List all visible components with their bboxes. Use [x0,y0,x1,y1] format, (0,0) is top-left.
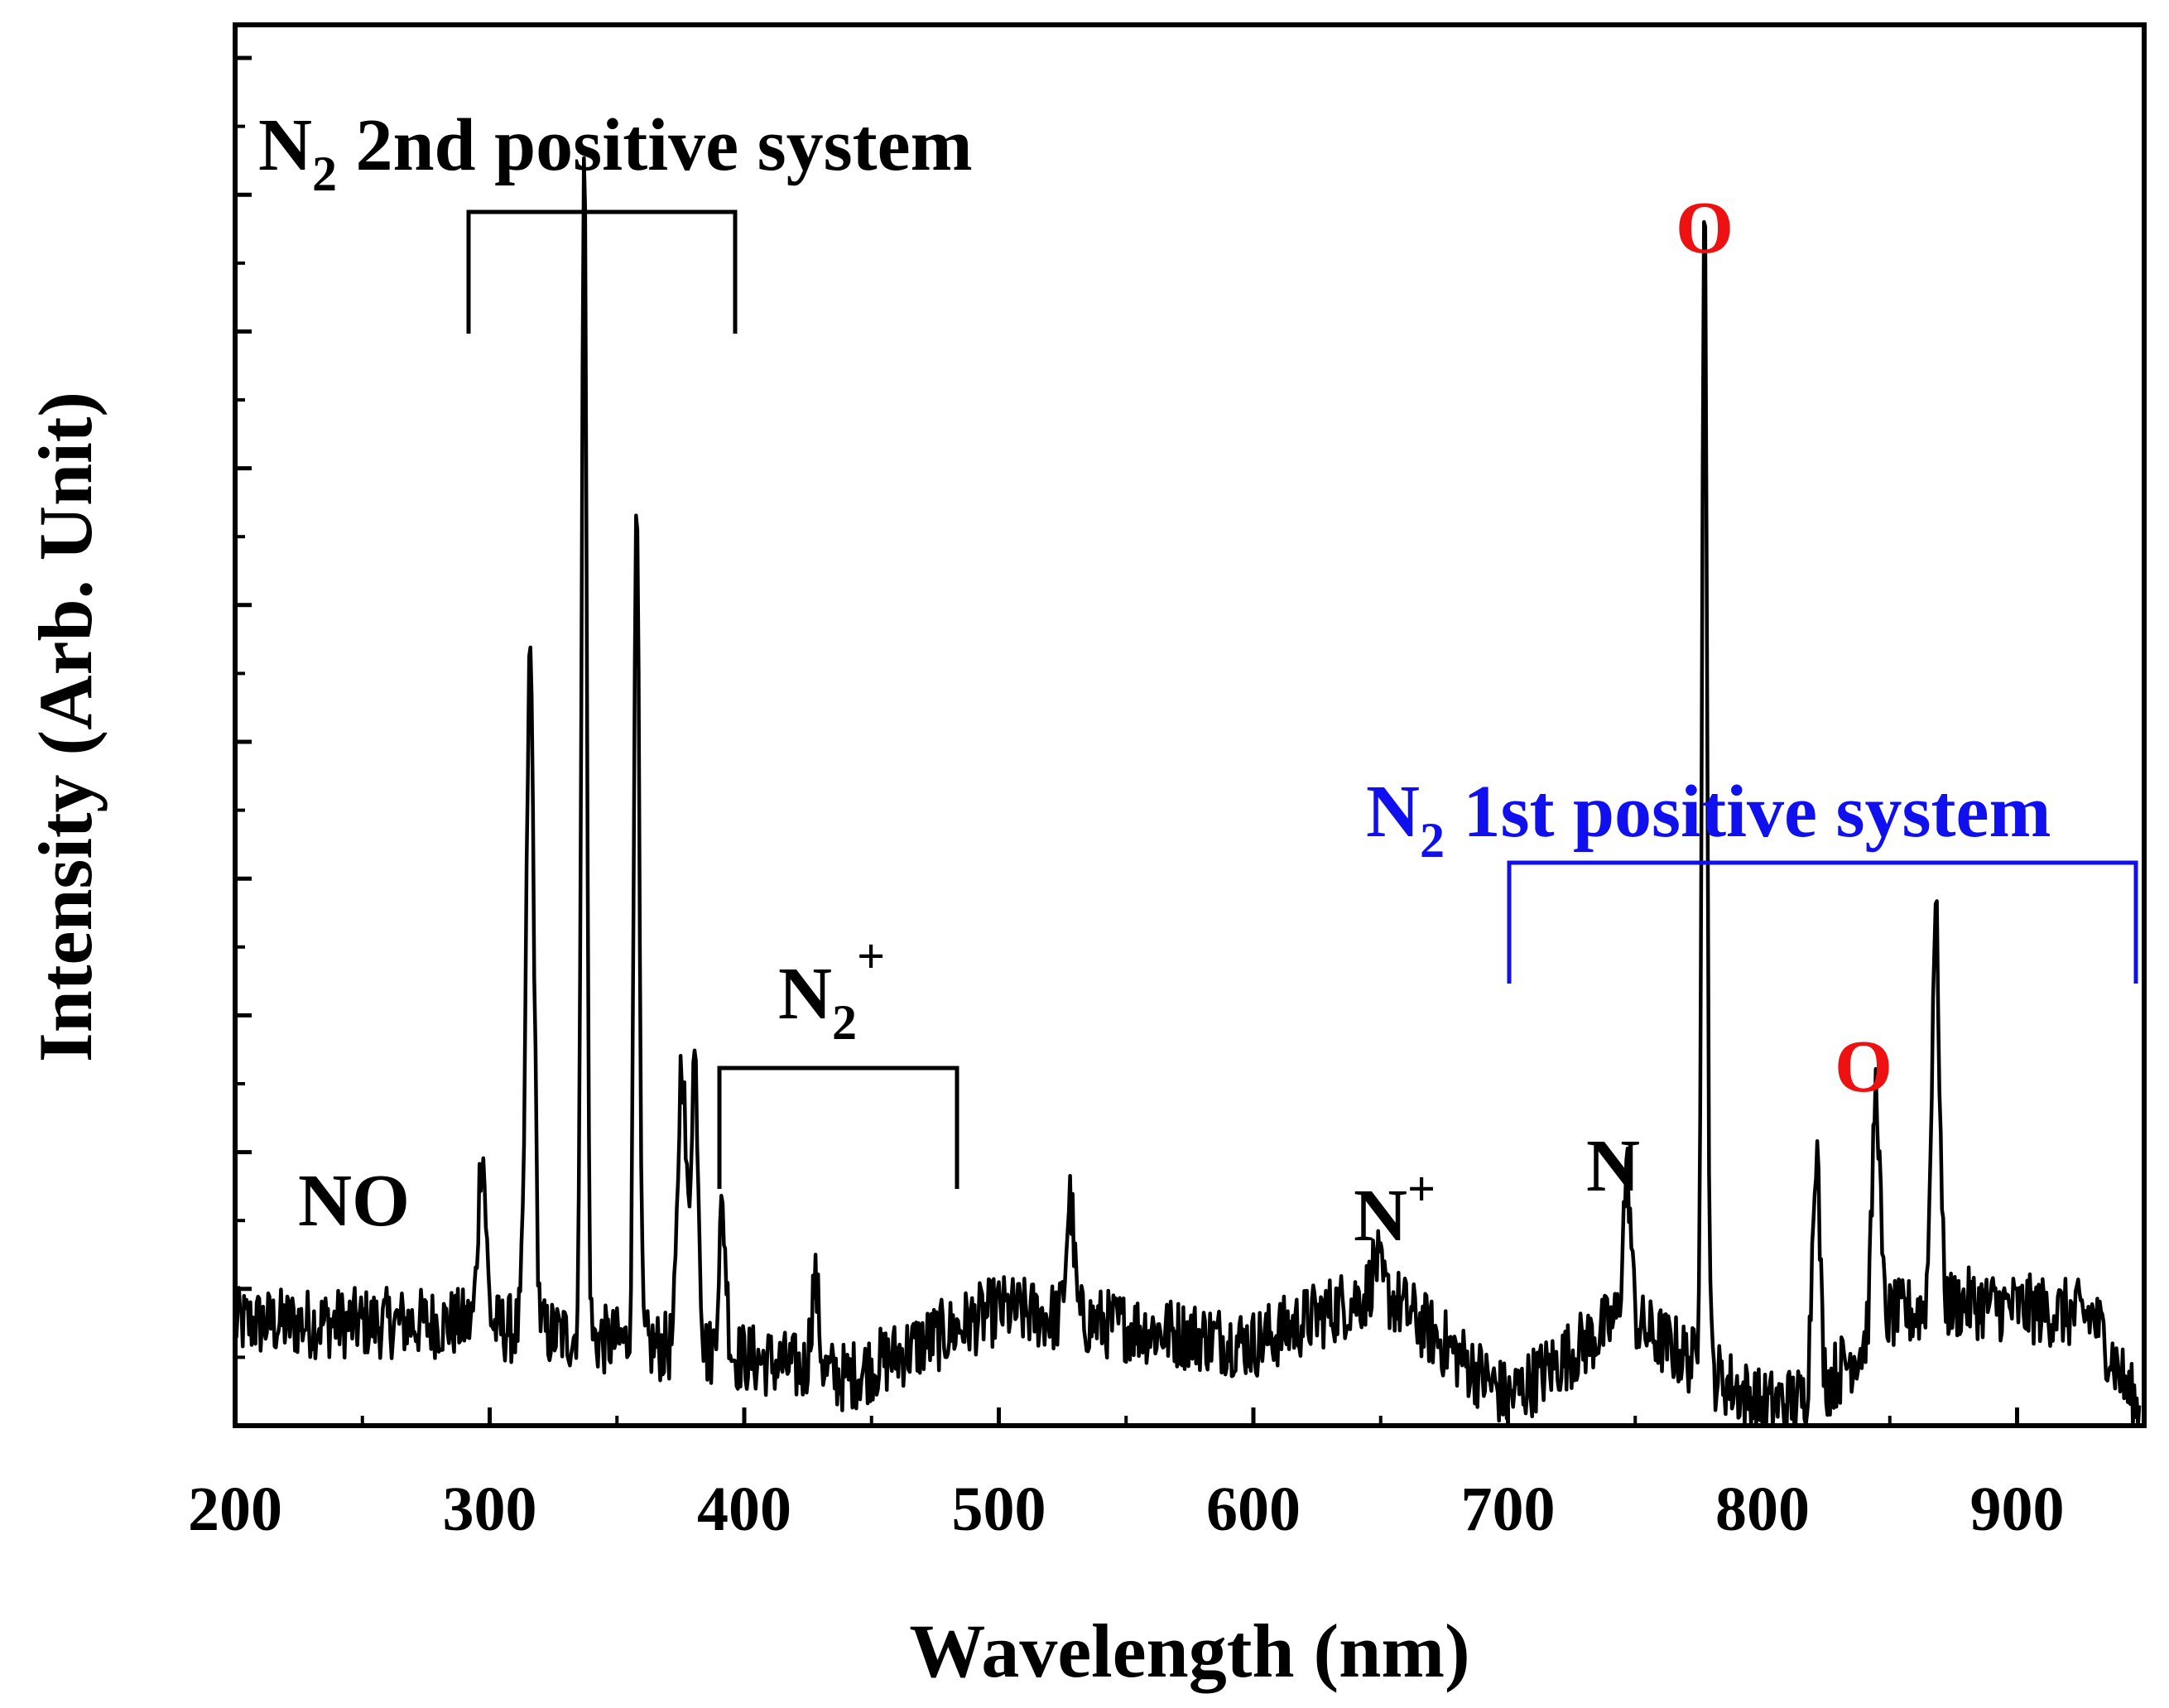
annotation-n: N [1586,1125,1640,1207]
x-tick-label: 700 [1461,1475,1556,1544]
x-tick-label: 600 [1206,1475,1301,1544]
x-tick-label: 200 [188,1475,282,1544]
x-tick-label: 800 [1715,1475,1810,1544]
y-axis-ticks [235,55,252,1359]
annotation-n2plus: N2+ [778,929,885,1050]
annotation-n2-1st-positive: N2 1st positive system [1366,771,2051,868]
bracket-n2-2nd-positive [466,209,738,334]
plot-area [233,22,2147,1428]
series-line-emission-spectrum [233,156,2142,1428]
x-tick-label: 900 [1970,1475,2065,1544]
annotation-no: NO [298,1160,410,1242]
annotation-o-844: O [1835,1026,1892,1108]
annotation-o-777: O [1676,187,1734,269]
annotation-nplus: N+ [1354,1162,1436,1257]
x-tick-label: 300 [443,1475,537,1544]
x-axis-tick-labels: 200 300 400 500 600 700 800 900 [188,1475,2065,1544]
x-tick-label: 500 [952,1475,1046,1544]
bracket-n2plus [717,1066,959,1189]
bracket-n2-1st-positive [1507,860,2138,984]
x-axis-title: Wavelength (nm) [909,1609,1469,1693]
y-axis-title: Intensity (Arb. Unit) [23,392,108,1062]
annotation-n2-2nd-positive: N2 2nd positive system [258,104,973,201]
x-tick-label: 400 [697,1475,791,1544]
